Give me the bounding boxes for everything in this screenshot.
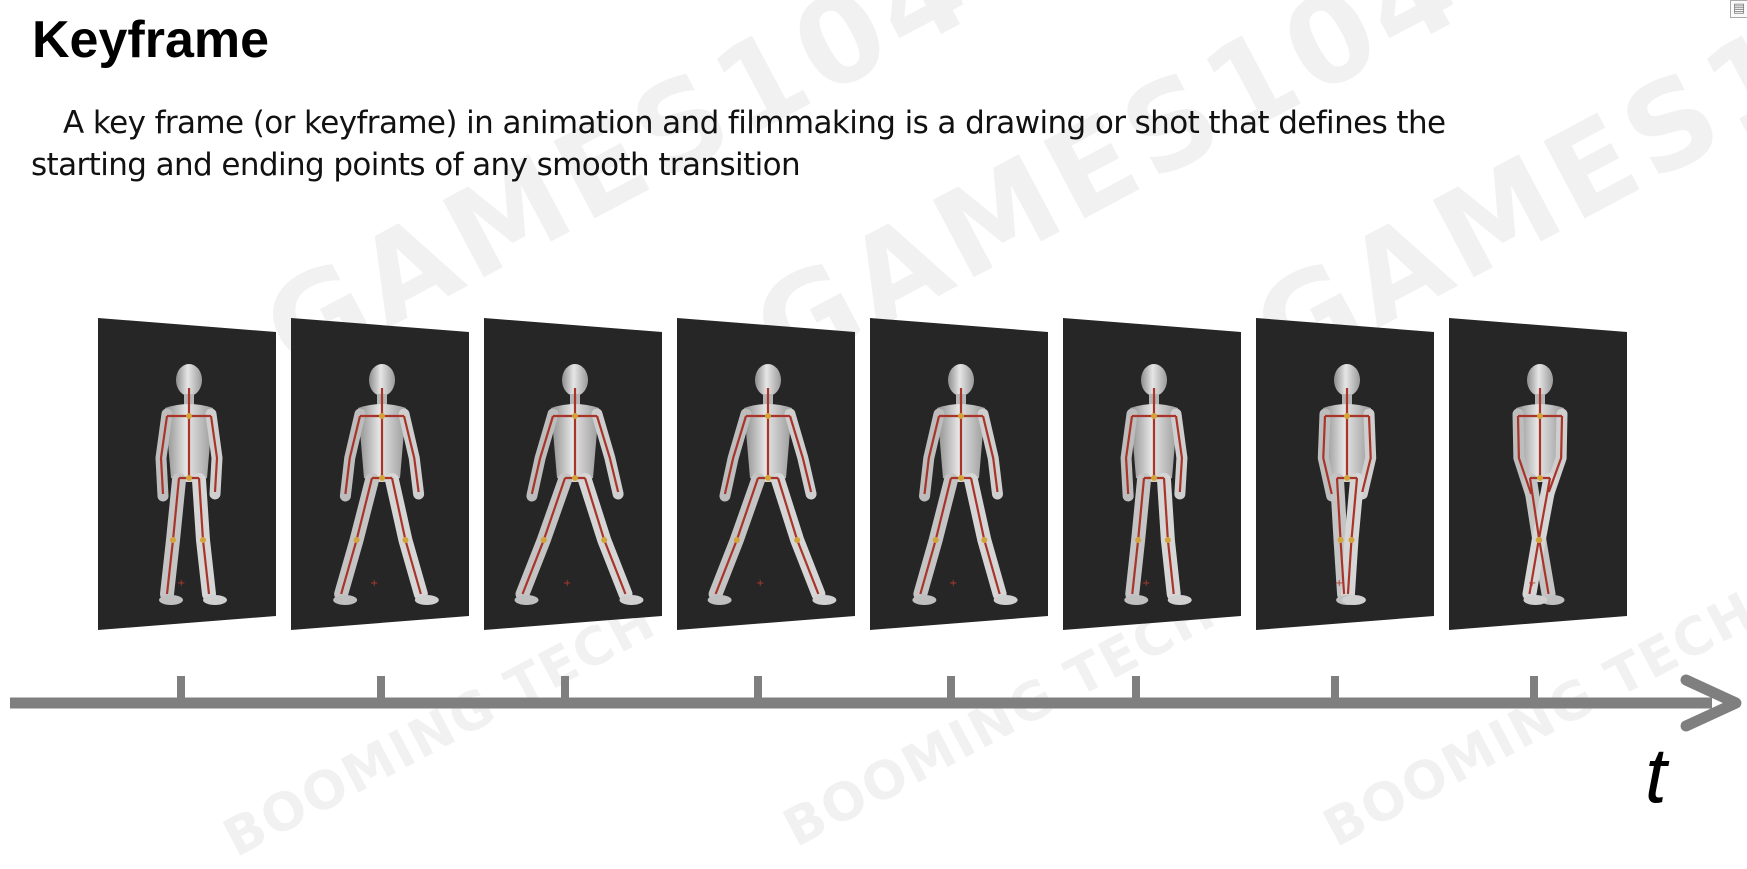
time-axis-tick <box>1331 676 1339 698</box>
svg-text:+: + <box>756 578 764 589</box>
time-axis-tick <box>1132 676 1140 698</box>
skeleton-overlay <box>159 388 219 595</box>
slide-description: A key frame (or keyframe) in animation a… <box>31 105 1446 183</box>
skeleton-overlay <box>340 388 422 595</box>
time-axis-arrow-icon <box>1680 674 1742 732</box>
keyframe-panel: + <box>1063 318 1241 630</box>
keyframe-panel: + <box>484 318 662 630</box>
character-figure <box>912 364 1018 605</box>
svg-text:+: + <box>1528 578 1536 589</box>
keyframe-panel: + <box>291 318 469 630</box>
svg-text:+: + <box>370 578 378 589</box>
svg-text:+: + <box>1335 578 1343 589</box>
skeleton-overlay <box>1322 388 1372 595</box>
character-figure <box>1317 364 1377 605</box>
keyframe-panel: + <box>98 318 276 630</box>
keyframe-timeline: + + + + + + + + t <box>10 318 1742 819</box>
time-axis-tick <box>754 676 762 698</box>
time-axis-tick <box>377 676 385 698</box>
character-figure <box>155 364 227 605</box>
svg-text:+: + <box>563 578 571 589</box>
keyframe-panel: + <box>870 318 1048 630</box>
skeleton-overlay <box>714 388 820 595</box>
character-figure <box>1120 364 1192 605</box>
character-figure <box>333 364 439 605</box>
character-figure <box>514 364 644 605</box>
comment-icon[interactable]: ▤ <box>1730 0 1747 18</box>
keyframe-panel: + <box>677 318 855 630</box>
time-axis-tick <box>177 676 185 698</box>
character-figure <box>1512 364 1568 605</box>
time-axis-tick <box>561 676 569 698</box>
skeleton-overlay <box>1516 388 1564 595</box>
svg-text:+: + <box>177 578 185 589</box>
skeleton-overlay <box>521 388 627 595</box>
character-figure <box>707 364 837 605</box>
svg-text:+: + <box>949 578 957 589</box>
keyframe-panel: + <box>1256 318 1434 630</box>
skeleton-overlay <box>1124 388 1184 595</box>
skeleton-overlay <box>919 388 1001 595</box>
svg-text:+: + <box>1142 578 1150 589</box>
time-axis-tick <box>947 676 955 698</box>
keyframe-panel: + <box>1449 318 1627 630</box>
time-axis-tick <box>1530 676 1538 698</box>
time-axis-label: t <box>1645 731 1670 819</box>
slide-title: Keyframe <box>32 11 270 69</box>
